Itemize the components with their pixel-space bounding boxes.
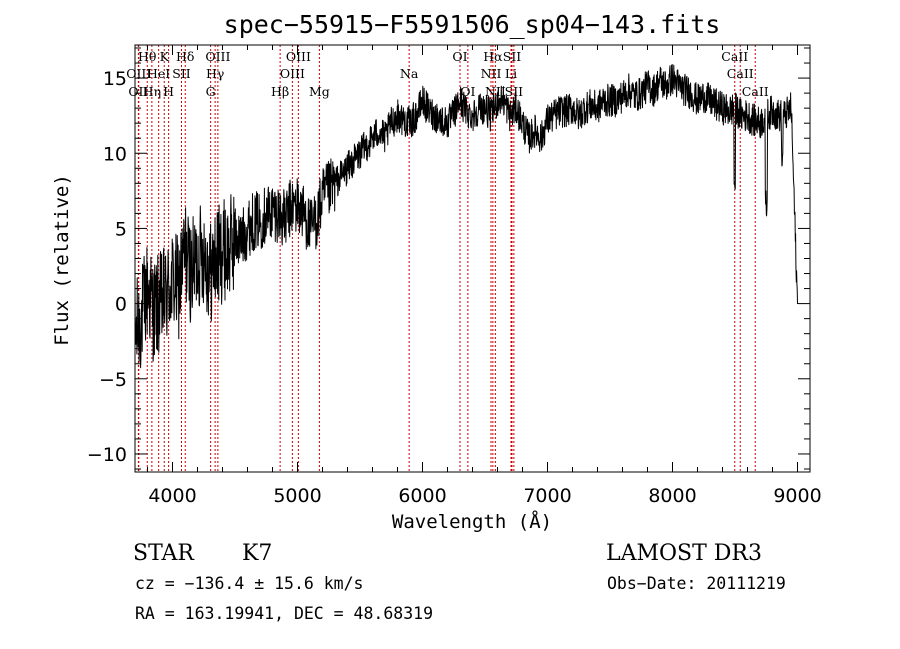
spectral-line-label: Hα xyxy=(483,49,503,64)
object-subclass: K7 xyxy=(242,541,272,566)
x-tick-label: 7000 xyxy=(523,485,571,507)
spectral-line-label: Hθ xyxy=(138,49,156,64)
spectral-line-label: CaII xyxy=(727,66,754,81)
spectral-line-label: SII xyxy=(172,66,191,81)
spectral-line-label: SII xyxy=(503,49,522,64)
spectral-line-label: Hγ xyxy=(206,66,224,81)
spectral-line-label: OI xyxy=(452,49,467,64)
spectral-line-label: Na xyxy=(400,66,419,81)
spectral-line-label: Hη xyxy=(143,84,161,99)
x-axis-ticks: 4000 5000 6000 7000 8000 9000 xyxy=(147,45,822,507)
chart-title: spec−55915−F5591506_sp04−143.fits xyxy=(224,10,721,39)
observation-date: Obs−Date: 20111219 xyxy=(607,574,786,593)
spectral-line-label: OIII xyxy=(286,49,311,64)
x-tick-label: 8000 xyxy=(648,485,696,507)
spectral-line-label: OI xyxy=(460,84,475,99)
y-tick-label: 10 xyxy=(103,143,127,165)
spectral-line-label: CaII xyxy=(721,49,748,64)
y-axis-ticks: −10 −5 0 5 10 15 xyxy=(87,47,810,470)
spectral-line-label: Li xyxy=(505,66,517,81)
plot-frame xyxy=(134,44,811,473)
spectral-line-label: G xyxy=(206,84,216,99)
spectral-line-markers xyxy=(137,45,756,472)
flux-series-line xyxy=(134,64,798,369)
spectral-line-label: OII xyxy=(128,84,148,99)
y-tick-label: −5 xyxy=(99,369,127,391)
spectral-line-label: HeI xyxy=(147,66,170,81)
spectral-line-label: OIII xyxy=(126,66,151,81)
survey-name: LAMOST DR3 xyxy=(606,541,762,566)
y-axis-label: Flux (relative) xyxy=(51,174,73,346)
y-tick-label: −10 xyxy=(87,444,127,466)
y-tick-label: 0 xyxy=(115,294,127,316)
spectral-line-label: NII xyxy=(481,66,502,81)
x-axis-label: Wavelength (Å) xyxy=(392,510,552,533)
spectral-line-label: OIII xyxy=(280,66,305,81)
spectral-line-label: K xyxy=(160,49,170,64)
y-tick-label: 5 xyxy=(115,218,127,240)
spectral-line-label: Hδ xyxy=(176,49,194,64)
x-tick-label: 6000 xyxy=(398,485,446,507)
spectral-line-label: Hβ xyxy=(271,84,289,99)
y-tick-label: 15 xyxy=(103,68,127,90)
object-class: STAR xyxy=(133,541,195,566)
spectral-line-label: OIII xyxy=(205,49,230,64)
spectral-line-label: SII xyxy=(505,84,524,99)
x-tick-label: 5000 xyxy=(273,485,321,507)
spectral-line-label: CaII xyxy=(742,84,769,99)
x-tick-label: 4000 xyxy=(148,485,196,507)
coordinates: RA = 163.19941, DEC = 48.68319 xyxy=(135,604,433,623)
spectral-line-label: H xyxy=(163,84,174,99)
redshift-velocity: cz = −136.4 ± 15.6 km/s xyxy=(135,574,363,593)
x-tick-label: 9000 xyxy=(773,485,821,507)
spectral-line-label: Mg xyxy=(309,84,330,99)
